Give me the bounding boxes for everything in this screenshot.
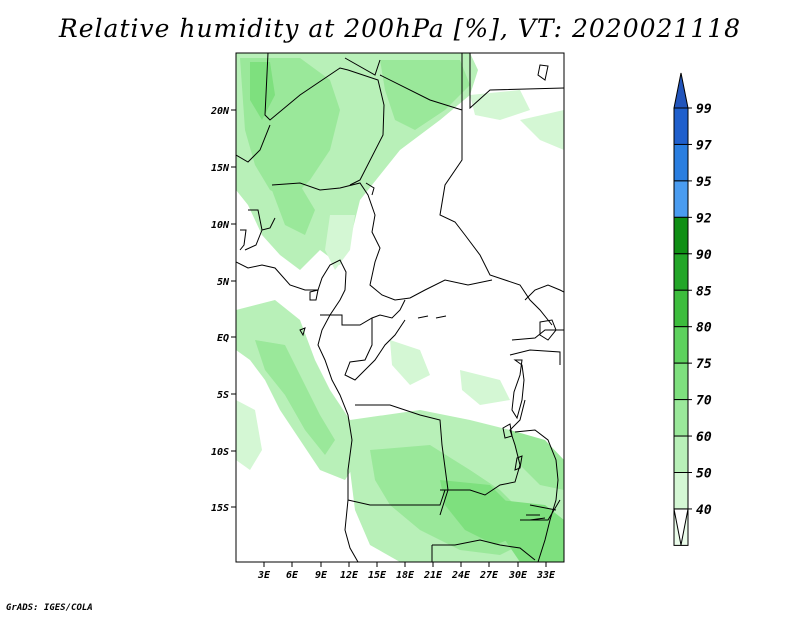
lat-label: 5S xyxy=(217,390,229,401)
chart-title: Relative humidity at 200hPa [%], VT: 202… xyxy=(58,14,742,43)
lon-label: 27E xyxy=(479,570,499,581)
colorbar-label: 85 xyxy=(696,284,712,299)
lat-label: 15N xyxy=(211,163,230,174)
colorbar-label: 70 xyxy=(696,394,712,409)
lat-labels: 20N 15N 10N 5N EQ 5S 10S 15S xyxy=(210,106,230,514)
colorbar-label: 80 xyxy=(696,321,712,336)
grads-credit: GrADS: IGES/COLA xyxy=(6,603,93,613)
colorbar-bottom-arrow xyxy=(673,508,689,546)
colorbar-segment xyxy=(673,362,689,401)
colorbar-segment xyxy=(673,289,689,328)
lon-label: 6E xyxy=(286,570,299,581)
map-frame xyxy=(235,52,565,563)
lon-labels: 3E 6E 9E 12E 15E 18E 21E 24E 27E 30E 33E xyxy=(257,570,556,581)
country-borders xyxy=(236,53,564,562)
lat-label: 15S xyxy=(211,503,229,514)
lon-label: 15E xyxy=(368,570,387,581)
colorbar-label: 60 xyxy=(696,430,712,445)
colorbar-segment xyxy=(673,399,689,437)
lat-ticks xyxy=(231,109,236,508)
colorbar-label: 97 xyxy=(696,138,712,153)
lat-label: 10N xyxy=(211,220,230,231)
lon-label: 24E xyxy=(451,570,471,581)
lon-ticks xyxy=(263,562,547,567)
colorbar-segment xyxy=(673,326,689,364)
colorbar: 99 97 95 92 90 85 80 75 70 60 50 40 xyxy=(673,72,712,546)
lakes xyxy=(299,64,557,521)
lon-label: 21E xyxy=(423,570,443,581)
colorbar-label: 99 xyxy=(696,102,712,117)
lat-label: 20N xyxy=(210,106,230,117)
lon-label: 12E xyxy=(340,570,359,581)
lon-label: 33E xyxy=(536,570,556,581)
colorbar-segment xyxy=(673,143,689,182)
colorbar-label: 92 xyxy=(696,211,712,226)
colorbar-label: 90 xyxy=(696,248,712,263)
colorbar-segments xyxy=(673,107,689,546)
humidity-shading xyxy=(236,53,564,562)
lat-label: 5N xyxy=(217,277,230,288)
lat-label: EQ xyxy=(217,333,229,344)
colorbar-segment xyxy=(673,107,689,145)
lon-label: 3E xyxy=(257,570,271,581)
colorbar-segment xyxy=(673,216,689,255)
lon-label: 30E xyxy=(508,570,528,581)
colorbar-label: 95 xyxy=(696,175,712,190)
colorbar-segment xyxy=(673,472,689,510)
lon-label: 9E xyxy=(315,570,328,581)
lat-label: 10S xyxy=(211,447,229,458)
colorbar-labels: 99 97 95 92 90 85 80 75 70 60 50 40 xyxy=(688,102,712,518)
colorbar-segment xyxy=(673,435,689,473)
lon-label: 18E xyxy=(396,570,415,581)
colorbar-label: 75 xyxy=(696,357,712,372)
colorbar-label: 40 xyxy=(696,503,712,518)
colorbar-segment xyxy=(673,253,689,291)
colorbar-label: 50 xyxy=(696,467,712,482)
colorbar-segment xyxy=(673,180,689,218)
colorbar-top-arrow xyxy=(673,72,689,109)
